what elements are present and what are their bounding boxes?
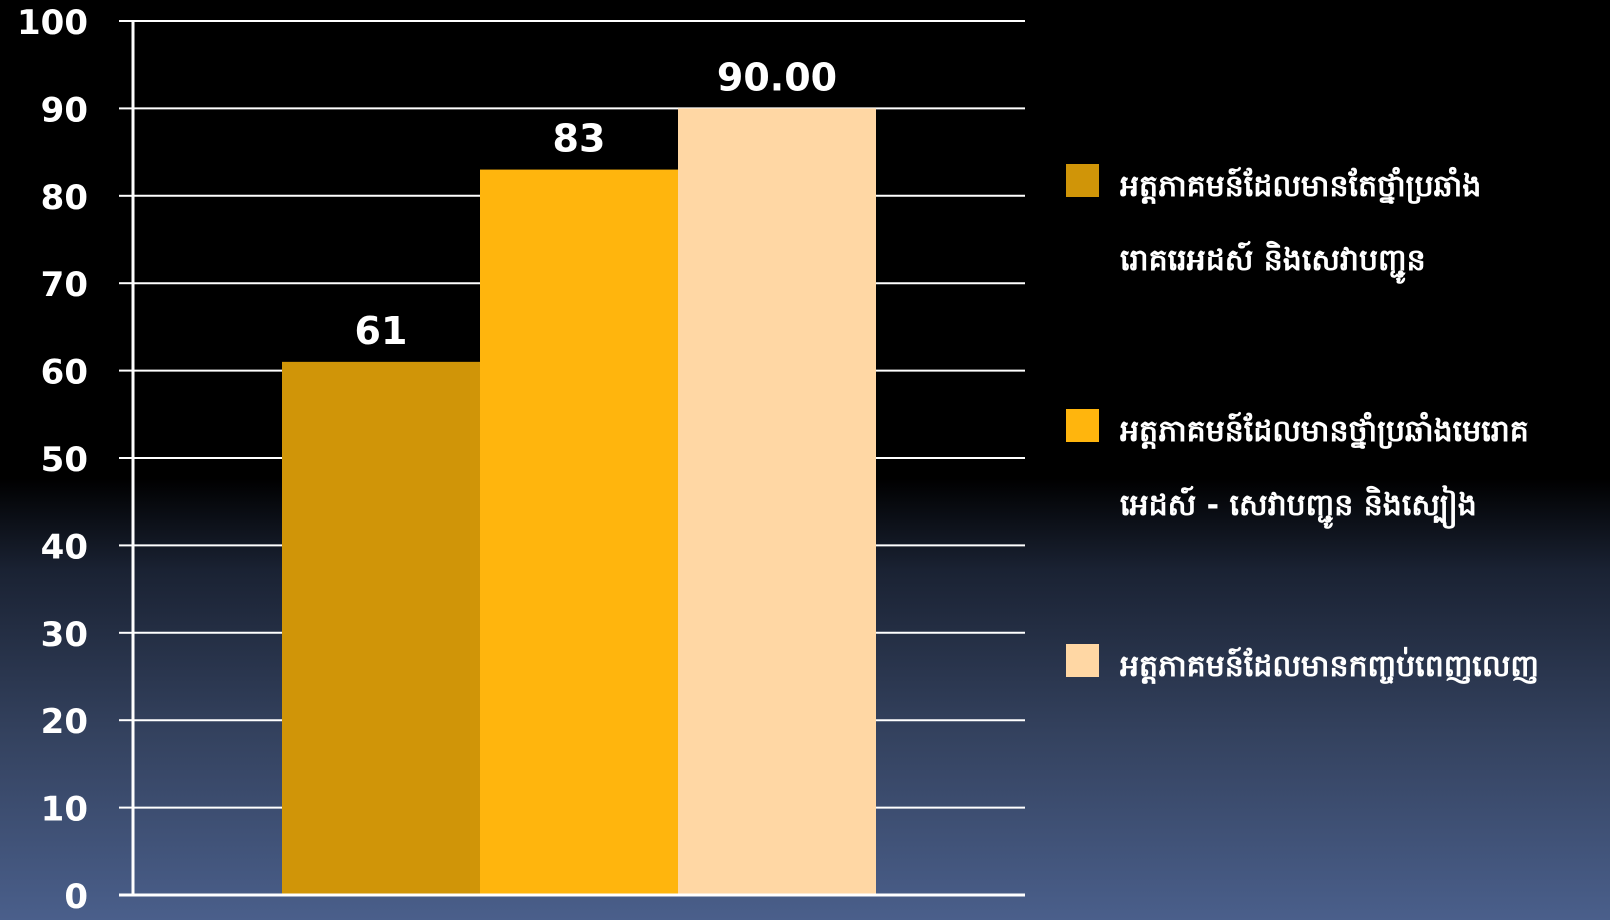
legend-item-series-3: អត្តភាគមន៍ដែលមានកញ្ចប់ពេញលេញ <box>1066 630 1539 704</box>
bar-series-3 <box>678 108 876 895</box>
bar-series-2 <box>480 169 678 895</box>
legend-label-series-1: អត្តភាគមន៍ដែលមានតែថ្នាំប្រឆាំងរោគរេអដស៍ … <box>1120 169 1482 278</box>
y-tick-label-60: 60 <box>41 353 88 393</box>
y-tick-label-20: 20 <box>41 702 88 742</box>
legend-item-series-1: អត្តភាគមន៍ដែលមានតែថ្នាំប្រឆាំងរោគរេអដស៍ … <box>1066 150 1596 298</box>
y-tick-label-0: 0 <box>64 877 88 917</box>
y-tick-label-70: 70 <box>41 265 88 305</box>
y-tick-label-40: 40 <box>41 527 88 567</box>
legend-swatch-series-2 <box>1066 409 1099 442</box>
legend-item-series-2: អត្តភាគមន៍ដែលមានថ្នាំប្រឆាំងមេរោគអេដស៍ -… <box>1066 395 1596 543</box>
legend-swatch-series-1 <box>1066 164 1099 197</box>
legend-label-series-3: អត្តភាគមន៍ដែលមានកញ្ចប់ពេញលេញ <box>1120 649 1539 684</box>
data-label-series-2: 83 <box>553 117 606 161</box>
bar-series-1 <box>282 361 480 895</box>
y-tick-label-50: 50 <box>41 440 88 480</box>
legend-label-series-2: អត្តភាគមន៍ដែលមានថ្នាំប្រឆាំងមេរោគអេដស៍ -… <box>1120 414 1529 523</box>
data-label-series-3: 90.00 <box>717 55 837 99</box>
y-tick-label-10: 10 <box>41 790 88 830</box>
y-tick-label-90: 90 <box>41 90 88 130</box>
y-tick-label-100: 100 <box>17 3 88 43</box>
y-tick-label-30: 30 <box>41 615 88 655</box>
legend-swatch-series-3 <box>1066 644 1099 677</box>
data-label-series-1: 61 <box>355 309 408 353</box>
y-tick-label-80: 80 <box>41 178 88 218</box>
